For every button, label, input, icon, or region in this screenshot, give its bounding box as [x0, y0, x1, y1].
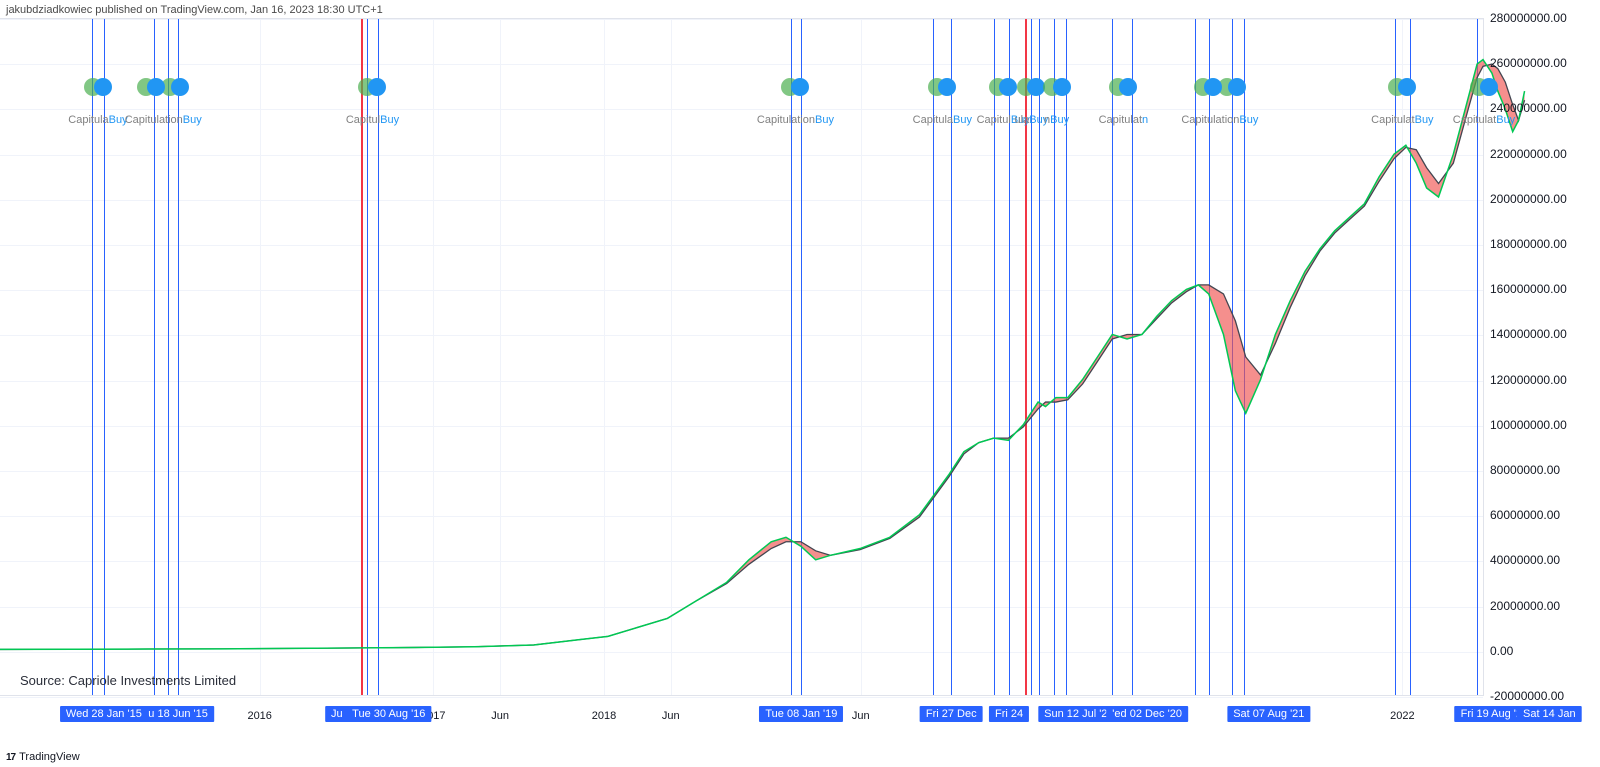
series-green	[0, 60, 1525, 650]
signal-marker	[989, 78, 1017, 96]
x-event-label: Sat 14 Jan	[1517, 706, 1582, 722]
x-tick-label: 2022	[1390, 710, 1414, 722]
y-tick-label: -20000000.00	[1490, 689, 1564, 703]
diff-fill	[0, 60, 1525, 650]
signal-marker	[928, 78, 956, 96]
dot-blue-icon	[1119, 78, 1137, 96]
signal-marker-label: CapitulationBuy	[125, 114, 202, 126]
y-tick-label: 140000000.00	[1490, 327, 1567, 341]
dot-blue-icon	[938, 78, 956, 96]
signal-marker	[358, 78, 386, 96]
dot-blue-icon	[999, 78, 1017, 96]
y-tick-label: 200000000.00	[1490, 192, 1567, 206]
signal-marker-label: CapitulaBuy	[68, 114, 127, 126]
y-tick-label: 0.00	[1490, 644, 1513, 658]
source-label: Source: Capriole Investments Limited	[20, 673, 236, 688]
x-tick-label: Jun	[662, 710, 680, 722]
signal-marker	[1194, 78, 1246, 96]
x-event-label: Tue 08 Jan '19	[759, 706, 843, 722]
x-event-label: 'ed 02 Dec '20	[1106, 706, 1188, 722]
signal-marker	[1017, 78, 1045, 96]
y-tick-label: 40000000.00	[1490, 553, 1560, 567]
y-tick-label: 220000000.00	[1490, 147, 1567, 161]
signal-marker-label: CapitulatBuy	[1371, 114, 1433, 126]
y-tick-label: 260000000.00	[1490, 56, 1567, 70]
x-event-label: Fri 27 Dec	[920, 706, 983, 722]
y-axis[interactable]: -20000000.000.0020000000.0040000000.0060…	[1484, 18, 1600, 696]
publish-info: jakubdziadkowiec published on TradingVie…	[6, 4, 383, 16]
signal-marker-label: Capitulatn	[1099, 114, 1149, 126]
x-event-label: Tue 30 Aug '16	[346, 706, 431, 722]
dot-blue-icon	[94, 78, 112, 96]
y-tick-label: 160000000.00	[1490, 282, 1567, 296]
y-tick-label: 60000000.00	[1490, 508, 1560, 522]
tradingview-brand-name: TradingView	[19, 751, 80, 763]
x-axis[interactable]: 20162017Jun2018JunJun2022Wed 28 Jan '15u…	[0, 696, 1484, 751]
x-event-label: Fri 24	[989, 706, 1029, 722]
signal-marker	[1388, 78, 1416, 96]
x-event-label: u 18 Jun '15	[142, 706, 214, 722]
y-tick-label: 100000000.00	[1490, 418, 1567, 432]
tradingview-logo-icon: 17	[6, 752, 15, 763]
chart-svg	[0, 19, 1483, 695]
dot-blue-icon	[1053, 78, 1071, 96]
x-tick-label: Jun	[491, 710, 509, 722]
y-tick-label: 20000000.00	[1490, 599, 1560, 613]
x-event-label: Wed 28 Jan '15	[60, 706, 148, 722]
signal-marker-label: nBuy	[1044, 114, 1069, 126]
signal-marker-label: CapitulBuy	[346, 114, 399, 126]
series-gray	[0, 64, 1525, 649]
signal-marker	[84, 78, 112, 96]
y-tick-label: 240000000.00	[1490, 101, 1567, 115]
chart-plot-area[interactable]: CapitulaBuyCapitulationBuyCapitulBuyCapi…	[0, 18, 1484, 696]
signal-marker	[137, 78, 189, 96]
dot-blue-icon	[171, 78, 189, 96]
tradingview-credit: 17 TradingView	[6, 751, 80, 763]
signal-marker	[1109, 78, 1137, 96]
signal-marker-label: CapitulaBuy	[913, 114, 972, 126]
x-tick-label: 2018	[592, 710, 616, 722]
y-tick-label: 80000000.00	[1490, 463, 1560, 477]
dot-blue-icon	[1228, 78, 1246, 96]
signal-marker-label: CapitulationBuy	[757, 114, 834, 126]
y-tick-label: 120000000.00	[1490, 373, 1567, 387]
x-event-label: Sat 07 Aug '21	[1227, 706, 1310, 722]
dot-blue-icon	[368, 78, 386, 96]
dot-blue-icon	[791, 78, 809, 96]
y-tick-label: 280000000.00	[1490, 11, 1567, 25]
x-tick-label: 2016	[247, 710, 271, 722]
y-tick-label: 180000000.00	[1490, 237, 1567, 251]
signal-marker	[781, 78, 809, 96]
x-tick-label: Jun	[852, 710, 870, 722]
x-event-label: Ju	[325, 706, 349, 722]
signal-marker	[1043, 78, 1071, 96]
dot-blue-icon	[1398, 78, 1416, 96]
signal-marker-label: CapitulationBuy	[1181, 114, 1258, 126]
